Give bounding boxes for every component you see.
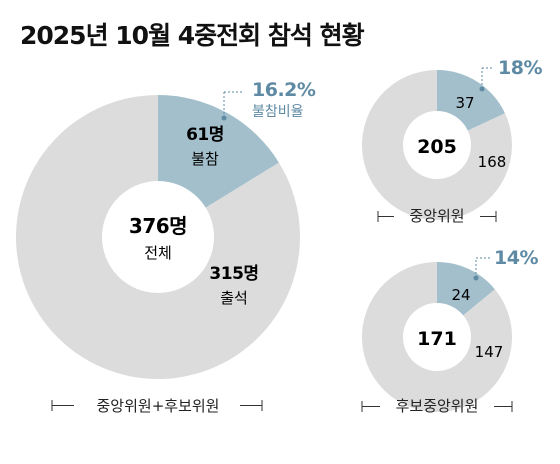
donut-members-absent-value: 37 <box>455 94 474 112</box>
donut-alternates-hole <box>403 303 471 371</box>
donut-all-leader-dot <box>221 115 227 121</box>
donut-all-attend-value: 315명 <box>209 264 258 284</box>
donut-members-attend-value: 168 <box>478 153 507 171</box>
donut-chart-all: 376명 전체 61명 불참 315명 출석 16.2% 불참비율 중앙위원+후… <box>16 79 316 415</box>
donut-members-pct: 18% <box>498 57 542 79</box>
donut-alternates-leader-dot <box>473 275 479 281</box>
donut-alternates-center-value: 171 <box>417 328 457 350</box>
page-title: 2025년 10월 4중전회 참석 현황 <box>20 21 365 50</box>
donut-all-pct: 16.2% <box>252 79 316 101</box>
donut-all-absent-value: 61명 <box>186 125 224 145</box>
donut-all-pct-label: 불참비율 <box>252 104 304 120</box>
caption-all: 중앙위원+후보위원 <box>97 397 220 415</box>
donut-all-center-label: 전체 <box>144 244 172 262</box>
donut-all-absent-label: 불참 <box>191 150 219 168</box>
caption-members: 중앙위원 <box>409 207 464 225</box>
donut-chart-members: 205 37 168 18% 중앙위원 <box>362 57 543 225</box>
donut-alternates-absent-value: 24 <box>451 286 470 304</box>
donut-chart-alternates: 171 24 147 14% 후보중앙위원 <box>361 247 539 415</box>
donut-members-center-value: 205 <box>417 136 457 158</box>
donut-all-attend-label: 출석 <box>220 289 248 307</box>
donut-alternates-attend-value: 147 <box>475 343 504 361</box>
donut-alternates-pct: 14% <box>494 247 538 269</box>
donut-all-center-value: 376명 <box>129 214 187 238</box>
donut-members-hole <box>403 111 471 179</box>
donut-members-leader-dot <box>479 86 485 92</box>
caption-alternates: 후보중앙위원 <box>396 397 479 415</box>
donut-all-hole <box>102 181 214 293</box>
